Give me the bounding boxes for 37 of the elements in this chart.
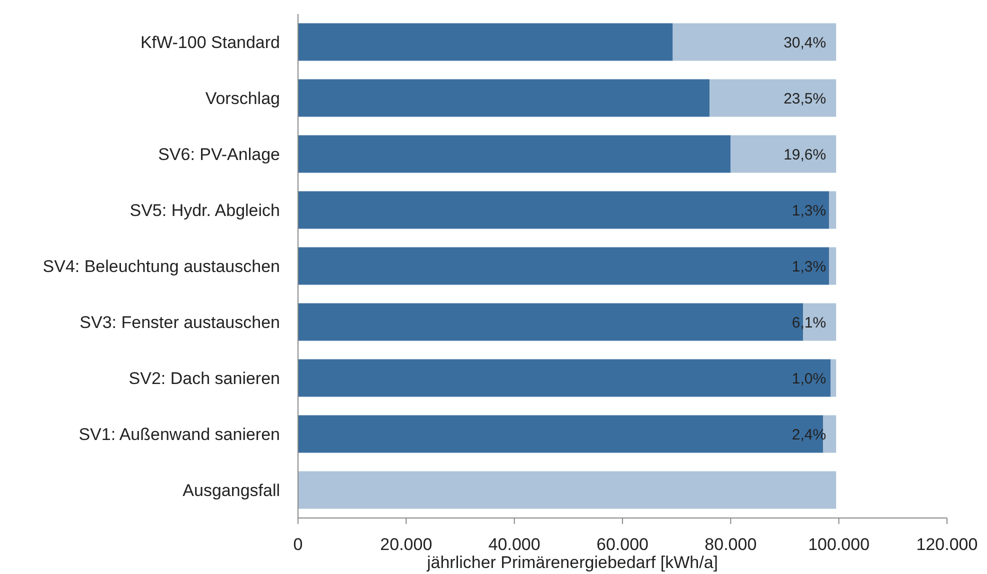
bar bbox=[298, 79, 710, 117]
annotation: 19,6% bbox=[784, 146, 826, 164]
x-tick-label: 60.000 bbox=[596, 535, 648, 554]
y-tick-label: SV3: Fenster austauschen bbox=[80, 312, 280, 332]
bar bbox=[829, 191, 836, 229]
bar bbox=[298, 135, 731, 173]
bar bbox=[298, 359, 831, 397]
annotation: 30,4% bbox=[784, 34, 826, 52]
bar bbox=[829, 247, 836, 285]
y-tick-label: SV5: Hydr. Abgleich bbox=[130, 200, 280, 220]
x-tick-label: 0 bbox=[293, 535, 303, 554]
y-tick-label: SV6: PV-Anlage bbox=[158, 144, 280, 164]
y-tick-label: KfW-100 Standard bbox=[140, 32, 280, 52]
annotation: 1,0% bbox=[792, 370, 826, 388]
bar bbox=[298, 23, 673, 61]
x-tick-label: 100.000 bbox=[808, 535, 870, 554]
y-tick-label: SV1: Außenwand sanieren bbox=[78, 424, 280, 444]
y-tick-label: Ausgangsfall bbox=[182, 480, 280, 500]
bar bbox=[830, 359, 836, 397]
bar bbox=[298, 247, 830, 285]
x-tick-label: 120.000 bbox=[916, 535, 978, 554]
y-tick-label: Vorschlag bbox=[205, 88, 280, 108]
bar bbox=[672, 23, 836, 61]
y-tick-label: SV4: Beleuchtung austauschen bbox=[42, 256, 280, 276]
x-tick-label: 20.000 bbox=[380, 535, 432, 554]
bar bbox=[710, 79, 836, 117]
x-axis-title: jährlicher Primärenergiebedarf [kWh/a] bbox=[426, 553, 718, 572]
bar bbox=[298, 415, 824, 453]
x-tick-label: 80.000 bbox=[704, 535, 757, 554]
annotation: 1,3% bbox=[792, 202, 826, 220]
annotation: 23,5% bbox=[784, 90, 826, 108]
bar bbox=[298, 471, 836, 509]
bar bbox=[298, 191, 830, 229]
x-tick-label: 40.000 bbox=[488, 535, 540, 554]
annotation: 1,3% bbox=[792, 258, 826, 276]
bar bbox=[730, 135, 836, 173]
y-tick-label: SV2: Dach sanieren bbox=[128, 368, 280, 388]
